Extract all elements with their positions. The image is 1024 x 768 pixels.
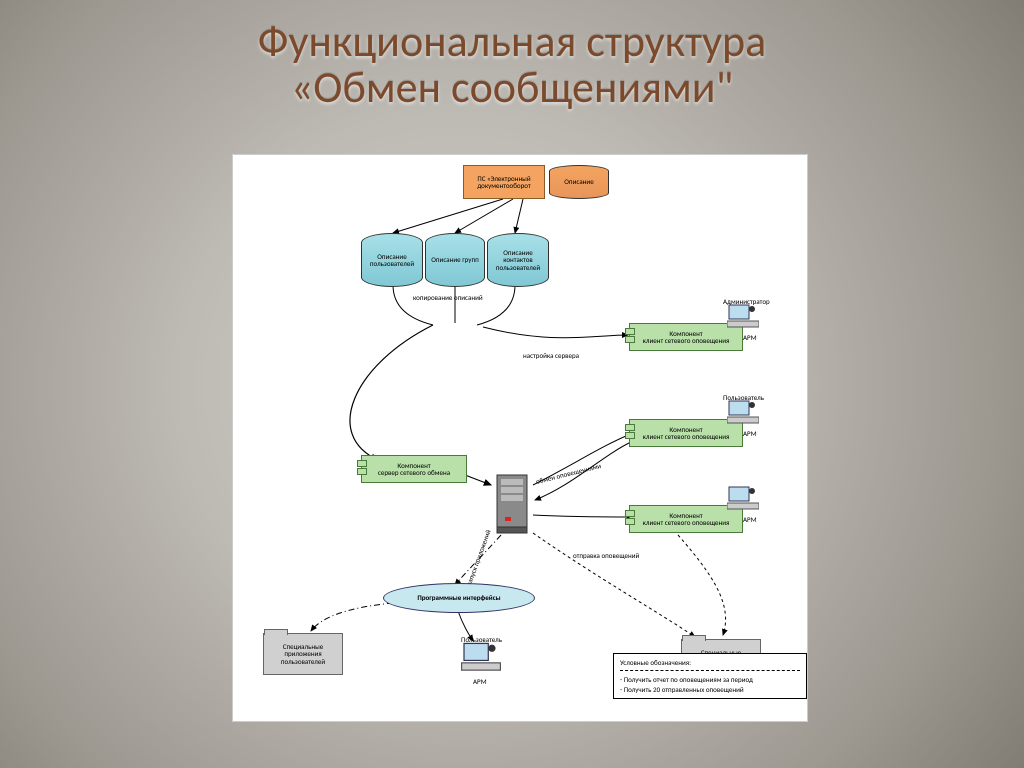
db-contacts-label: Описание контактов пользователей <box>488 249 548 271</box>
node-comp-client-3: Компонент клиент сетевого оповещения <box>629 505 743 533</box>
node-db-top: Описание <box>549 165 609 199</box>
ps-box-label: ПС «Электронный документооборот <box>464 175 544 190</box>
folder-left-label: Специальные приложения пользователей <box>264 643 342 665</box>
comp-client2-label: Компонент клиент сетевого оповещения <box>643 426 730 441</box>
arm-label-1: АРМ <box>743 333 757 342</box>
db-groups-label: Описание групп <box>431 256 478 263</box>
slide-background: Функциональная структура «Обмен сообщени… <box>0 0 1024 768</box>
node-folder-left: Специальные приложения пользователей <box>263 633 343 675</box>
arm-label-2: АРМ <box>743 429 757 438</box>
comp-client1-label: Компонент клиент сетевого оповещения <box>643 330 730 345</box>
edge-launch-label: запуск приложений <box>464 528 493 586</box>
node-db-users: Описание пользователей <box>361 233 423 287</box>
arm-label-3: АРМ <box>743 515 757 524</box>
legend-box: Условные обозначения: - Получить отчет п… <box>613 653 807 699</box>
edge-copy-label: копирование описаний <box>413 293 483 302</box>
node-comp-client-1: Компонент клиент сетевого оповещения <box>629 323 743 351</box>
node-ps-box: ПС «Электронный документооборот <box>463 165 545 199</box>
slide-title: Функциональная структура «Обмен сообщени… <box>0 18 1024 110</box>
db-users-label: Описание пользователей <box>362 253 422 268</box>
edge-exchange-label: обмен оповещениями <box>535 461 602 486</box>
node-comp-client-2: Компонент клиент сетевого оповещения <box>629 419 743 447</box>
diagram-container: ПС «Электронный документооборот Описание… <box>232 154 808 722</box>
comp-server-label: Компонент сервер сетевого обмена <box>378 462 450 477</box>
user-bottom-label: Пользователь <box>461 635 502 644</box>
workstation-icon-1 <box>727 303 759 331</box>
server-tower-icon <box>491 473 533 535</box>
comp-client3-label: Компонент клиент сетевого оповещения <box>643 512 730 527</box>
edge-setup-label: настройка сервера <box>523 351 579 360</box>
arm-label-bottom: АРМ <box>473 677 487 686</box>
legend-title: Условные обозначения: <box>620 658 800 668</box>
user-admin-label: Администратор <box>723 297 770 306</box>
db-top-label: Описание <box>564 178 593 185</box>
node-db-contacts: Описание контактов пользователей <box>487 233 549 287</box>
node-comp-server: Компонент сервер сетевого обмена <box>361 455 467 483</box>
user-label-2: Пользователь <box>723 393 764 402</box>
interfaces-label: Программные интерфейсы <box>417 594 500 601</box>
edge-send-label: отправка оповещений <box>573 551 639 560</box>
legend-line-1: - Получить отчет по оповещениям за перио… <box>620 675 800 685</box>
workstation-icon-3 <box>727 485 759 513</box>
legend-line-2: - Получить 20 отправленных оповещений <box>620 685 800 695</box>
title-line-2: «Обмен сообщениями" <box>291 60 733 114</box>
workstation-icon-2 <box>727 399 759 427</box>
workstation-icon-bottom <box>461 641 501 675</box>
node-interfaces: Программные интерфейсы <box>383 583 535 613</box>
node-db-groups: Описание групп <box>425 233 485 287</box>
